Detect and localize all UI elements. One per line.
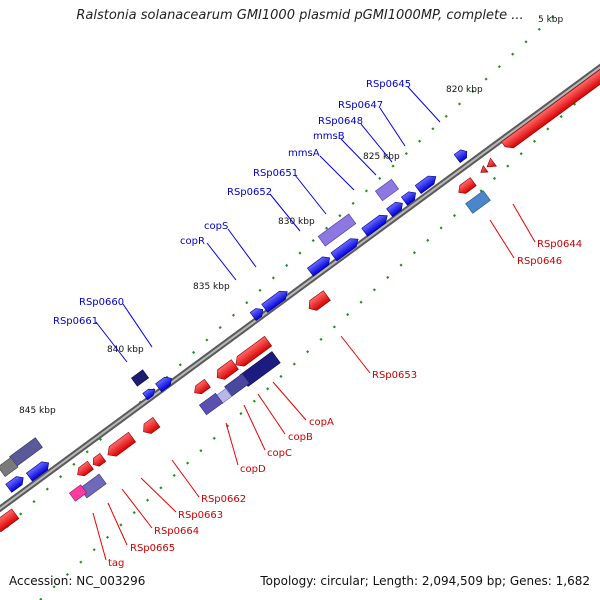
gene-label: mmsA	[288, 148, 320, 159]
gene-rsp0646-a[interactable]	[456, 177, 477, 197]
gene-label: copA	[309, 417, 334, 428]
gene-label: RSp0663	[178, 510, 223, 521]
gene-rsp0653[interactable]	[306, 290, 331, 314]
accession-text: Accession: NC_003296	[9, 574, 146, 588]
gene-label: RSp0652	[227, 187, 272, 198]
gene-copd-r[interactable]	[192, 378, 211, 397]
kbp-label: 830 kbp	[278, 217, 315, 227]
gene-label: copS	[204, 221, 228, 232]
reverse-label-leaders	[92, 203, 536, 561]
gene-rsp0644[interactable]	[501, 68, 600, 151]
gene-label: RSp0648	[318, 116, 363, 127]
reverse-genes	[0, 68, 600, 535]
gene-copr-a[interactable]	[330, 235, 361, 262]
kbp-label: 5 kbp	[538, 15, 564, 25]
kbp-label: 840 kbp	[107, 345, 144, 355]
gene-tag[interactable]	[68, 484, 88, 502]
gene-copa-r2[interactable]	[214, 359, 239, 383]
gene-rsp0662[interactable]	[140, 417, 161, 436]
gene-rsp0648[interactable]	[374, 178, 400, 202]
gene-left-4[interactable]	[5, 474, 26, 493]
gene-mmsb[interactable]	[400, 189, 418, 206]
gene-rsp0658[interactable]	[261, 288, 290, 313]
plasmid-backbone	[0, 63, 600, 513]
kbp-label: 825 kbp	[363, 152, 400, 162]
gene-label: tag	[108, 558, 124, 569]
gene-copr-b[interactable]	[306, 254, 332, 277]
gene-rsp0652[interactable]	[361, 212, 390, 237]
kbp-scale-labels: 5 kbp 820 kbp 825 kbp 830 kbp 835 kbp 84…	[19, 15, 564, 416]
gene-rsp0661[interactable]	[155, 374, 175, 393]
forward-genes	[0, 147, 470, 493]
gene-label: RSp0646	[517, 256, 562, 267]
gene-label: RSp0644	[537, 239, 582, 250]
forward-label-leaders	[95, 86, 441, 363]
gene-label: copB	[288, 432, 313, 443]
gene-rsp0651[interactable]	[386, 199, 406, 218]
gene-label: RSp0661	[53, 316, 98, 327]
gene-label: RSp0653	[372, 370, 417, 381]
gene-rsp0663[interactable]	[104, 431, 137, 459]
gene-label: RSp0662	[201, 494, 246, 505]
kbp-label: 835 kbp	[193, 282, 230, 292]
gene-rsp0665[interactable]	[75, 460, 94, 479]
gene-label: copC	[267, 448, 292, 459]
gene-copd[interactable]	[198, 392, 224, 416]
gene-left-3[interactable]	[25, 459, 51, 482]
topology-summary: Topology: circular; Length: 2,094,509 bp…	[260, 574, 590, 588]
gene-rsp0659[interactable]	[249, 305, 266, 322]
gene-rsp0660[interactable]	[130, 369, 150, 387]
gene-label: copD	[240, 464, 266, 475]
gene-label: RSp0645	[366, 79, 411, 90]
map-title: Ralstonia solanacearum GMI1000 plasmid p…	[76, 8, 524, 23]
gene-label: copR	[180, 236, 205, 247]
gene-rsp0644b[interactable]	[484, 157, 497, 171]
gene-label: mmsB	[313, 131, 345, 142]
gene-label: RSp0665	[130, 543, 175, 554]
kbp-label: 845 kbp	[19, 406, 56, 416]
gene-label: RSp0660	[79, 297, 124, 308]
gene-rsp0646[interactable]	[465, 190, 491, 214]
gene-label: RSp0664	[154, 526, 199, 537]
gene-left-r[interactable]	[0, 508, 20, 535]
gene-rsp0661b[interactable]	[142, 386, 157, 401]
kbp-label: 820 kbp	[446, 85, 483, 95]
gene-copa-r[interactable]	[232, 335, 273, 369]
reverse-gene-labels: RSp0644 RSp0646 RSp0653 copA copB copC c…	[108, 239, 582, 569]
gene-rsp0664[interactable]	[90, 452, 107, 468]
gene-mmsa[interactable]	[414, 172, 439, 194]
gene-cops[interactable]	[317, 213, 357, 247]
gene-rsp0644c[interactable]	[478, 164, 489, 176]
gene-rsp0645[interactable]	[453, 147, 470, 164]
gene-left-2[interactable]	[0, 457, 19, 477]
forward-gene-labels: RSp0645 RSp0647 RSp0648 mmsB mmsA RSp065…	[53, 79, 411, 327]
gene-label: RSp0647	[338, 100, 383, 111]
gene-label: RSp0651	[253, 168, 298, 179]
